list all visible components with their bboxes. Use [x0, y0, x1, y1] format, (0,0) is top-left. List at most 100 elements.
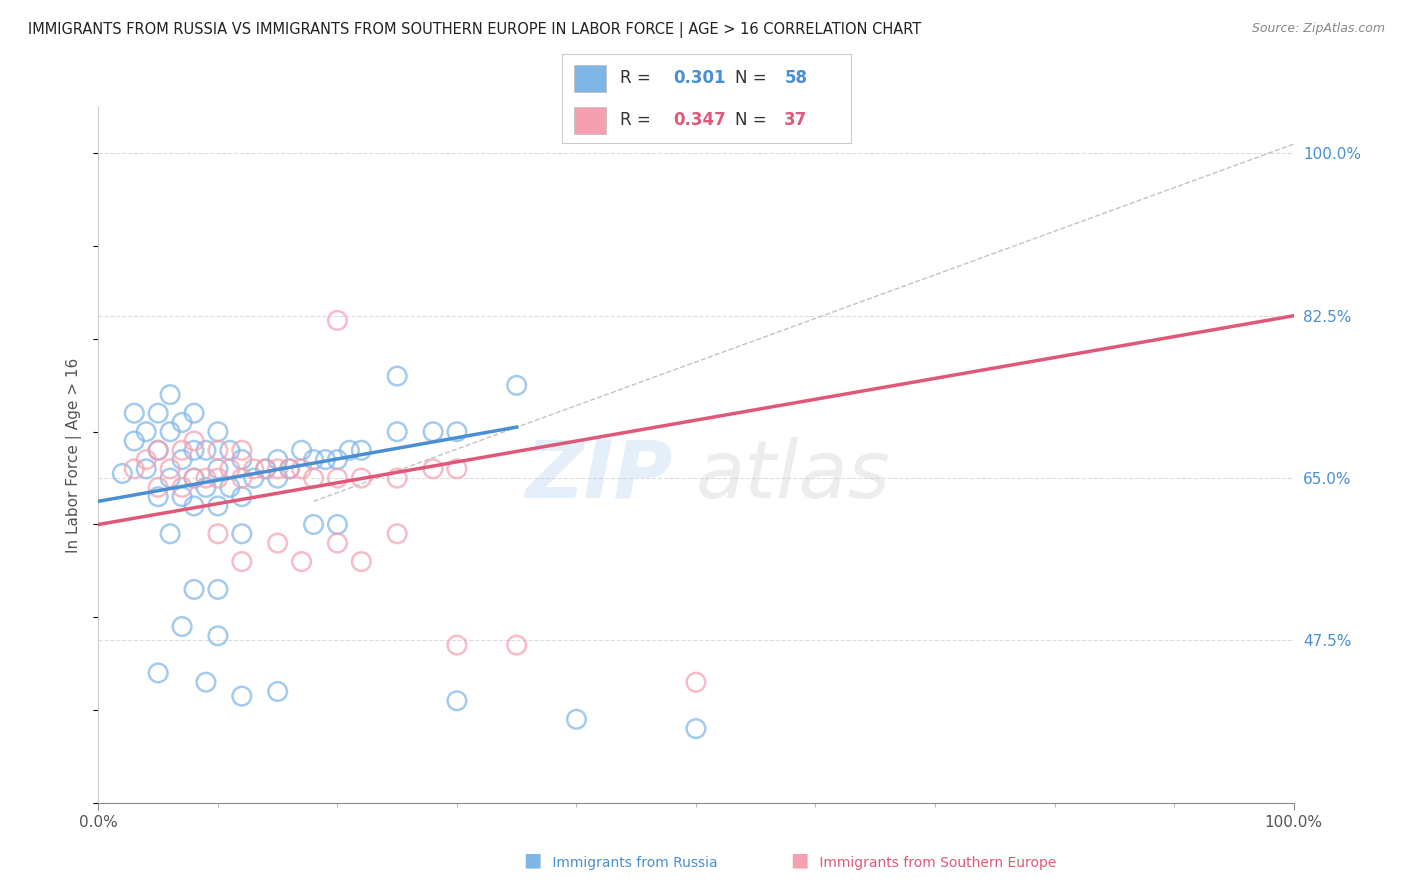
Point	[135, 462, 157, 476]
Point	[159, 387, 181, 401]
Point	[231, 526, 253, 541]
Text: ZIP: ZIP	[524, 437, 672, 515]
Point	[183, 471, 205, 485]
Text: Immigrants from Southern Europe: Immigrants from Southern Europe	[815, 855, 1057, 870]
Point	[231, 443, 253, 458]
Point	[159, 526, 181, 541]
Point	[183, 471, 205, 485]
Point	[422, 425, 444, 439]
Point	[339, 443, 360, 458]
Point	[267, 471, 290, 485]
Text: ■: ■	[523, 851, 541, 870]
Point	[302, 517, 325, 532]
Point	[207, 443, 229, 458]
Point	[148, 443, 170, 458]
Point	[267, 684, 290, 698]
Point	[446, 462, 468, 476]
Point	[278, 462, 301, 476]
Point	[291, 555, 314, 569]
Point	[446, 425, 468, 439]
Text: 0.301: 0.301	[673, 70, 725, 87]
Point	[124, 462, 146, 476]
Text: Immigrants from Russia: Immigrants from Russia	[548, 855, 718, 870]
Point	[159, 425, 181, 439]
Point	[172, 490, 194, 504]
Point	[231, 490, 253, 504]
Point	[194, 675, 218, 690]
Point	[685, 722, 707, 736]
Text: 37: 37	[785, 112, 807, 129]
Point	[194, 443, 218, 458]
Point	[159, 471, 181, 485]
Point	[183, 443, 205, 458]
Text: N =: N =	[735, 70, 772, 87]
Point	[506, 638, 529, 652]
Text: IMMIGRANTS FROM RUSSIA VS IMMIGRANTS FROM SOUTHERN EUROPE IN LABOR FORCE | AGE >: IMMIGRANTS FROM RUSSIA VS IMMIGRANTS FRO…	[28, 22, 921, 38]
Point	[207, 425, 229, 439]
Point	[135, 425, 157, 439]
Point	[243, 462, 266, 476]
Point	[172, 452, 194, 467]
Point	[219, 462, 242, 476]
Point	[385, 526, 409, 541]
Point	[446, 638, 468, 652]
Point	[148, 490, 170, 504]
Point	[267, 462, 290, 476]
Point	[148, 443, 170, 458]
Point	[183, 434, 205, 448]
Point	[315, 452, 337, 467]
Point	[172, 619, 194, 633]
Point	[291, 462, 314, 476]
Text: atlas: atlas	[696, 437, 891, 515]
Point	[124, 406, 146, 420]
Text: ■: ■	[790, 851, 808, 870]
Text: R =: R =	[620, 70, 657, 87]
Point	[148, 665, 170, 680]
Point	[446, 694, 468, 708]
Point	[183, 499, 205, 513]
Point	[194, 471, 218, 485]
Point	[506, 378, 529, 392]
Text: Source: ZipAtlas.com: Source: ZipAtlas.com	[1251, 22, 1385, 36]
Y-axis label: In Labor Force | Age > 16: In Labor Force | Age > 16	[66, 358, 83, 552]
Point	[302, 471, 325, 485]
Point	[254, 462, 277, 476]
Point	[326, 517, 349, 532]
Point	[219, 443, 242, 458]
Point	[231, 555, 253, 569]
Point	[267, 452, 290, 467]
Point	[183, 406, 205, 420]
Point	[124, 434, 146, 448]
Point	[172, 443, 194, 458]
Point	[326, 536, 349, 550]
FancyBboxPatch shape	[574, 65, 606, 92]
Point	[172, 416, 194, 430]
Point	[350, 555, 373, 569]
Text: R =: R =	[620, 112, 657, 129]
Point	[326, 452, 349, 467]
Point	[231, 471, 253, 485]
Point	[422, 462, 444, 476]
Point	[350, 471, 373, 485]
Point	[135, 452, 157, 467]
Point	[385, 369, 409, 384]
Point	[207, 471, 229, 485]
Text: 58: 58	[785, 70, 807, 87]
Text: 0.347: 0.347	[673, 112, 725, 129]
Point	[685, 675, 707, 690]
Point	[183, 582, 205, 597]
Point	[267, 536, 290, 550]
Point	[254, 462, 277, 476]
FancyBboxPatch shape	[574, 107, 606, 134]
Point	[326, 471, 349, 485]
Point	[231, 689, 253, 703]
Point	[302, 452, 325, 467]
Point	[148, 480, 170, 494]
Point	[207, 582, 229, 597]
Point	[148, 406, 170, 420]
Point	[243, 471, 266, 485]
Point	[159, 462, 181, 476]
Point	[207, 526, 229, 541]
Point	[385, 471, 409, 485]
Point	[278, 462, 301, 476]
